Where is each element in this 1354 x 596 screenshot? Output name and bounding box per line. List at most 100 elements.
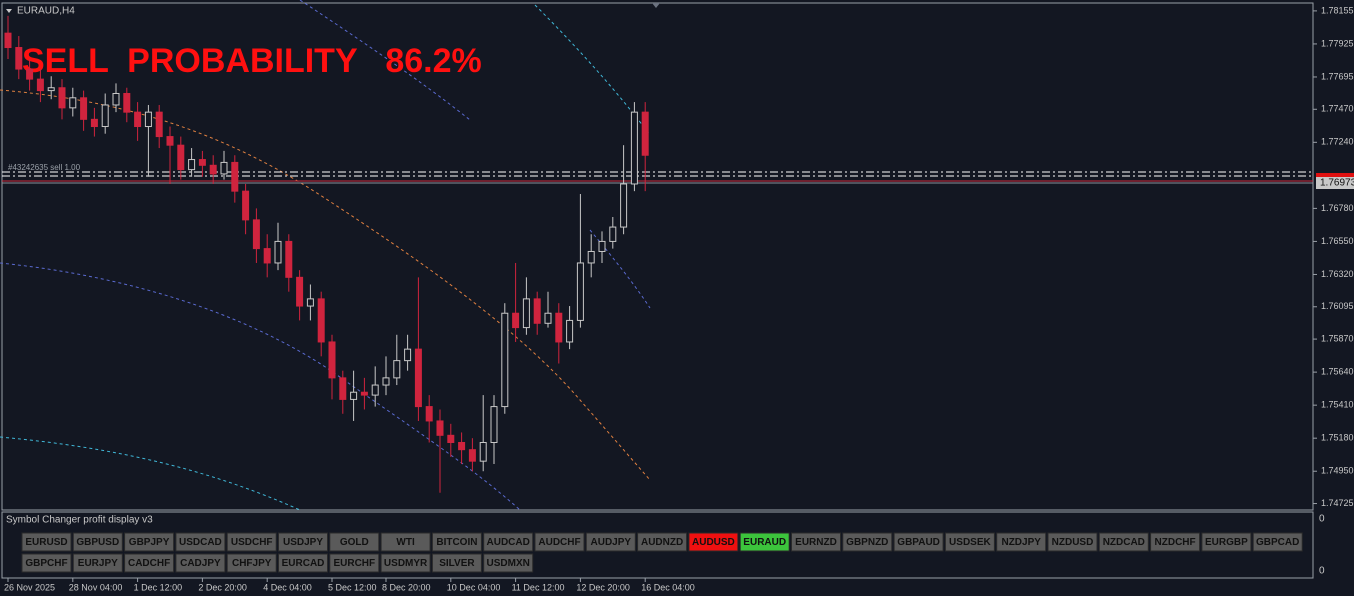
candle-body <box>414 348 422 408</box>
candle-body <box>15 47 23 70</box>
button-label: USDCHF <box>231 537 273 548</box>
candle-body <box>101 104 109 128</box>
button-face <box>739 532 790 552</box>
symbol-button[interactable]: EURNZD <box>791 532 841 552</box>
button-label: NZDCHF <box>1155 537 1196 548</box>
candle-body <box>360 391 368 396</box>
button-label: AUDJPY <box>591 537 632 548</box>
symbol-button[interactable]: SILVER <box>431 553 482 573</box>
button-label: AUDCAD <box>487 537 530 548</box>
symbol-button[interactable]: CADJPY <box>175 553 226 573</box>
button-face <box>124 553 175 573</box>
candle-body <box>371 384 379 396</box>
symbol-button[interactable]: GBPUSD <box>72 532 123 552</box>
candle-body <box>382 377 390 386</box>
symbol-button[interactable]: EURCHF <box>329 553 380 573</box>
button-label: EURNZD <box>795 537 837 548</box>
symbol-button[interactable]: AUDUSD <box>688 532 739 552</box>
candle-body <box>166 136 174 146</box>
candle-body <box>90 118 98 128</box>
button-label: CADCHF <box>128 558 170 569</box>
y-tick-label: 1.76550 <box>1321 236 1354 246</box>
symbol-button[interactable]: GBPCHF <box>21 553 72 573</box>
symbol-button[interactable]: GBPCAD <box>1252 532 1303 552</box>
lower-band <box>0 262 521 511</box>
symbol-button[interactable]: AUDCHF <box>534 532 585 552</box>
button-face <box>996 532 1047 552</box>
symbol-button[interactable]: CHFJPY <box>226 553 277 573</box>
x-tick-label: 5 Dec 12:00 <box>328 582 377 592</box>
button-label: AUDUSD <box>692 537 735 548</box>
button-face <box>688 532 739 552</box>
symbol-button[interactable]: USDCAD <box>175 532 226 552</box>
symbol-button[interactable]: EURJPY <box>72 553 123 573</box>
y-tick-label: 1.77240 <box>1321 137 1354 147</box>
symbol-button[interactable]: CADCHF <box>124 553 175 573</box>
button-label: GBPJPY <box>129 537 170 548</box>
symbol-button[interactable]: GBPAUD <box>893 532 944 552</box>
button-label: GOLD <box>340 537 369 548</box>
x-tick-label: 1 Dec 12:00 <box>134 582 183 592</box>
order-label: #43242635 sell 1.00 <box>8 163 81 172</box>
symbol-button[interactable]: GBPJPY <box>124 532 175 552</box>
x-tick-label: 4 Dec 04:00 <box>263 582 312 592</box>
symbol-button[interactable]: AUDJPY <box>585 532 636 552</box>
candle-body <box>47 87 55 92</box>
symbol-button[interactable]: NZDCHF <box>1150 532 1201 552</box>
symbol-button[interactable]: BITCOIN <box>431 532 482 552</box>
button-face <box>483 532 534 552</box>
symbol-button[interactable]: NZDCAD <box>1098 532 1149 552</box>
symbol-button[interactable]: EURGBP <box>1201 532 1252 552</box>
symbol-button[interactable]: NZDUSD <box>1047 532 1098 552</box>
button-face <box>226 553 277 573</box>
candle-body <box>144 111 152 128</box>
y-tick-label: 1.77925 <box>1321 38 1354 48</box>
symbol-button[interactable]: USDCHF <box>226 532 277 552</box>
symbol-button[interactable]: USDMXN <box>483 553 534 573</box>
candle-body <box>36 78 44 92</box>
button-face <box>534 532 585 552</box>
upper-band <box>299 0 471 121</box>
subwindow-frame <box>1 511 1314 579</box>
candle-body <box>242 190 250 221</box>
subwindow-title: Symbol Changer profit display v3 <box>6 515 153 526</box>
symbol-button[interactable]: AUDNZD <box>637 532 688 552</box>
symbol-button[interactable]: WTI <box>380 532 431 552</box>
symbol-button[interactable]: NZDJPY <box>996 532 1047 552</box>
symbol-button[interactable]: USDJPY <box>278 532 328 552</box>
symbol-button[interactable]: USDMYR <box>380 553 431 573</box>
candle-body <box>555 312 563 343</box>
candle-body <box>425 406 433 422</box>
button-face <box>842 532 893 552</box>
button-face <box>329 553 380 573</box>
button-face <box>175 553 226 573</box>
symbol-button[interactable]: AUDCAD <box>483 532 534 552</box>
symbol-button[interactable]: EURUSD <box>21 532 72 552</box>
button-face <box>1098 532 1149 552</box>
button-face <box>1201 532 1252 552</box>
y-tick-label: 1.76320 <box>1321 269 1354 279</box>
button-label: GBPNZD <box>846 537 888 548</box>
y-tick-label: 1.77470 <box>1321 104 1354 114</box>
candle-body <box>436 420 444 436</box>
candle-body <box>641 111 649 156</box>
menu-arrow <box>6 9 12 13</box>
button-face <box>21 553 72 573</box>
candle-body <box>285 240 293 278</box>
candle-body <box>339 377 347 400</box>
candle-body <box>512 312 520 329</box>
x-tick-label: 10 Dec 04:00 <box>447 582 501 592</box>
candle-body <box>306 298 314 307</box>
candle-body <box>4 32 12 49</box>
candle-body <box>231 161 239 192</box>
symbol-button[interactable]: EURCAD <box>278 553 328 573</box>
button-face <box>1252 532 1303 552</box>
candle-body <box>177 144 185 171</box>
symbol-button[interactable]: GBPNZD <box>842 532 893 552</box>
button-face <box>124 532 175 552</box>
symbol-button[interactable]: GOLD <box>329 532 380 552</box>
symbol-button[interactable]: USDSEK <box>944 532 995 552</box>
button-face <box>72 553 123 573</box>
symbol-button[interactable]: EURAUD <box>739 532 790 552</box>
